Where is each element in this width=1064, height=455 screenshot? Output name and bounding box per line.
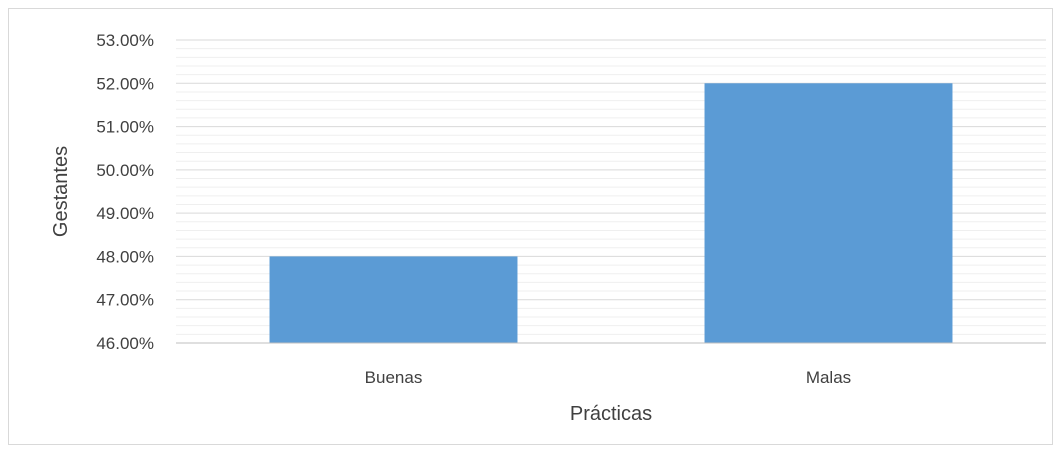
y-tick-label: 49.00% [96,204,154,223]
y-tick-label: 52.00% [96,74,154,93]
y-tick-label: 48.00% [96,247,154,266]
y-tick-label: 47.00% [96,291,154,310]
y-tick-label: 51.00% [96,118,154,137]
x-tick-labels: Buenas Malas [365,368,852,387]
bars [269,83,953,344]
x-tick-label: Buenas [365,368,423,387]
y-tick-labels: 46.00% 47.00% 48.00% 49.00% 50.00% 51.00% 52.0… [96,31,154,353]
y-tick-label: 46.00% [96,334,154,353]
y-tick-label: 53.00% [96,31,154,50]
bar-buenas [269,256,518,343]
y-axis-title: Gestantes [50,146,72,237]
bar-malas [704,83,953,344]
x-tick-label: Malas [806,368,851,387]
y-tick-label: 50.00% [96,161,154,180]
x-axis-title: Prácticas [570,403,652,425]
